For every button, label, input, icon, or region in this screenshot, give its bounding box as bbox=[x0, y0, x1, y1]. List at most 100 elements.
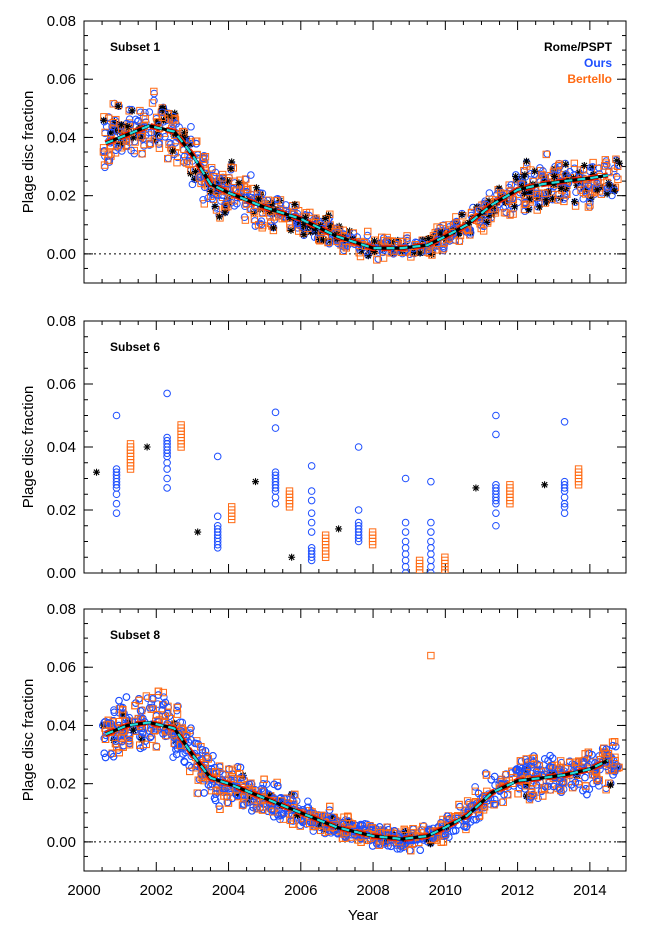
rome-pspt-point bbox=[521, 171, 529, 179]
rome-pspt-point bbox=[107, 129, 115, 137]
bertello-point bbox=[554, 161, 563, 170]
rome-pspt-point bbox=[286, 214, 294, 222]
bertello-point bbox=[560, 197, 568, 206]
ours-point bbox=[523, 765, 532, 774]
rome-pspt-point bbox=[525, 206, 533, 214]
bertello-point bbox=[557, 786, 565, 795]
bertello-point bbox=[441, 553, 449, 561]
ours-point bbox=[533, 766, 541, 775]
x-tick-label: 2006 bbox=[284, 882, 317, 899]
ours-point bbox=[560, 503, 569, 511]
rome-pspt-point bbox=[169, 147, 177, 155]
rome-pspt-point bbox=[321, 214, 329, 222]
bertello-point bbox=[207, 164, 216, 172]
ours-point bbox=[163, 465, 171, 473]
ours-point bbox=[262, 780, 271, 788]
ours-point bbox=[249, 803, 257, 812]
bertello-point bbox=[608, 738, 617, 746]
bertello-point bbox=[108, 749, 116, 757]
bertello-point bbox=[292, 201, 300, 209]
bertello-point bbox=[589, 158, 597, 167]
ours-point bbox=[354, 443, 363, 451]
bertello-point bbox=[540, 784, 549, 792]
ours-point bbox=[539, 167, 547, 175]
bertello-point bbox=[182, 159, 191, 167]
bertello-point bbox=[609, 766, 618, 774]
rome-pspt-point bbox=[382, 837, 390, 845]
panel-title: Subset 6 bbox=[110, 340, 160, 354]
bertello-point bbox=[502, 771, 510, 779]
bertello-point bbox=[158, 113, 166, 122]
ours-point bbox=[570, 761, 578, 769]
bertello-point bbox=[516, 757, 525, 765]
bertello-point bbox=[109, 119, 118, 127]
y-tick-label: 0.02 bbox=[47, 776, 76, 793]
ours-point bbox=[195, 775, 204, 784]
ours-point bbox=[264, 807, 272, 815]
bertello-point bbox=[115, 748, 123, 757]
bertello-point bbox=[570, 159, 579, 168]
bertello-point bbox=[584, 203, 593, 211]
bertello-point bbox=[219, 193, 227, 202]
bertello-point bbox=[225, 765, 233, 774]
x-tick-label: 2002 bbox=[140, 882, 173, 899]
bertello-point bbox=[582, 782, 590, 790]
rome-pspt-point bbox=[117, 121, 125, 129]
ours-point bbox=[354, 518, 363, 527]
ours-point bbox=[560, 418, 569, 426]
rome-pspt-point bbox=[483, 219, 491, 227]
ours-point bbox=[259, 780, 267, 788]
ours-point bbox=[100, 734, 109, 743]
trend-ours bbox=[105, 124, 609, 250]
bertello-point bbox=[152, 743, 160, 751]
y-axis-title: Plage disc fraction bbox=[20, 91, 37, 214]
ours-point bbox=[460, 822, 469, 831]
rome-pspt-point bbox=[609, 183, 617, 191]
ours-point bbox=[440, 244, 448, 252]
bertello-point bbox=[138, 150, 146, 158]
rome-pspt-point bbox=[370, 248, 378, 256]
bertello-point bbox=[383, 823, 391, 832]
bertello-point bbox=[425, 249, 434, 257]
ours-point bbox=[443, 812, 452, 821]
bertello-point bbox=[185, 160, 193, 168]
rome-pspt-point bbox=[288, 553, 296, 561]
bertello-point bbox=[384, 237, 392, 245]
bertello-point bbox=[403, 232, 411, 240]
rome-pspt-point bbox=[526, 195, 534, 203]
bertello-point bbox=[566, 758, 574, 767]
rome-pspt-point bbox=[458, 211, 466, 219]
ours-point bbox=[325, 239, 334, 248]
bertello-point bbox=[364, 227, 372, 236]
ours-point bbox=[270, 780, 278, 789]
ours-point bbox=[449, 827, 458, 835]
ours-point bbox=[581, 773, 589, 782]
rome-pspt-point bbox=[123, 122, 131, 130]
ours-point bbox=[112, 509, 121, 517]
rome-pspt-point bbox=[326, 237, 334, 245]
bertello-point bbox=[582, 190, 590, 198]
ours-point bbox=[427, 477, 435, 486]
ours-point bbox=[271, 408, 280, 417]
rome-pspt-point bbox=[169, 113, 177, 121]
y-tick-label: 0.04 bbox=[47, 129, 76, 146]
data-points bbox=[98, 651, 623, 855]
ours-point bbox=[198, 746, 207, 754]
ours-point bbox=[112, 411, 121, 420]
y-tick-label: 0.08 bbox=[47, 601, 76, 618]
rome-pspt-point bbox=[513, 176, 521, 184]
bertello-point bbox=[258, 787, 266, 795]
bertello-point bbox=[379, 254, 388, 262]
bertello-point bbox=[614, 175, 622, 184]
bertello-point bbox=[215, 762, 224, 770]
y-tick-label: 0.08 bbox=[47, 13, 76, 30]
bertello-point bbox=[241, 216, 250, 224]
bertello-point bbox=[482, 771, 491, 779]
ours-point bbox=[555, 163, 564, 171]
rome-pspt-point bbox=[138, 132, 146, 140]
ours-point bbox=[401, 562, 410, 571]
bertello-point bbox=[452, 218, 460, 227]
rome-pspt-point bbox=[268, 200, 276, 208]
bertello-point bbox=[148, 735, 156, 743]
